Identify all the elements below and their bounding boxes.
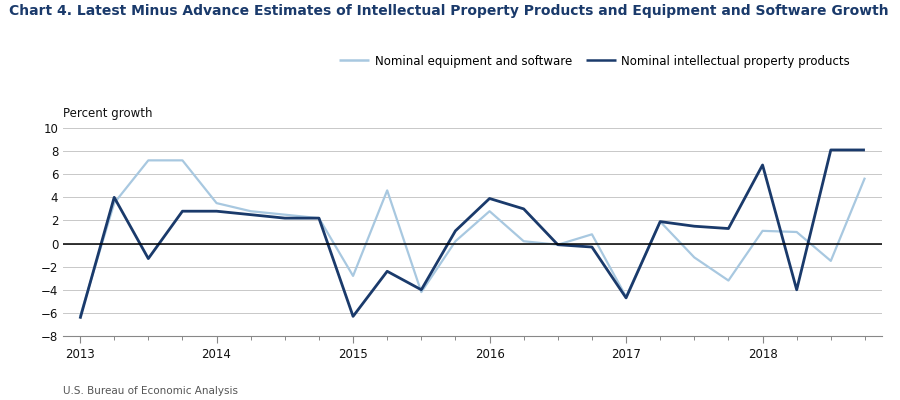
Nominal intellectual property products [279,216,290,220]
Text: Chart 4. Latest Minus Advance Estimates of Intellectual Property Products and Eq: Chart 4. Latest Minus Advance Estimates … [9,4,888,18]
Nominal intellectual property products [382,269,392,274]
Nominal intellectual property products [246,212,256,217]
Nominal intellectual property products [655,219,666,224]
Nominal equipment and software [347,274,358,278]
Nominal intellectual property products [109,195,120,200]
Nominal equipment and software [246,209,256,214]
Nominal intellectual property products [587,245,598,250]
Nominal equipment and software [177,158,188,163]
Nominal equipment and software [109,201,120,206]
Nominal intellectual property products [791,287,802,292]
Nominal equipment and software [553,242,563,247]
Nominal intellectual property products [450,228,461,233]
Nominal equipment and software [450,239,461,244]
Nominal intellectual property products [212,209,222,214]
Nominal intellectual property products [313,216,324,220]
Nominal equipment and software [484,209,495,214]
Nominal equipment and software [313,216,324,220]
Nominal intellectual property products [723,226,734,231]
Nominal equipment and software [75,314,86,319]
Nominal equipment and software [212,201,222,206]
Nominal equipment and software [757,228,768,233]
Nominal intellectual property products [484,196,495,201]
Text: Percent growth: Percent growth [63,107,152,120]
Nominal equipment and software [279,212,290,217]
Nominal intellectual property products [860,148,870,152]
Nominal intellectual property products [347,314,358,319]
Nominal intellectual property products [75,316,86,321]
Nominal equipment and software [723,278,734,283]
Line: Nominal equipment and software: Nominal equipment and software [80,160,865,316]
Nominal equipment and software [655,219,666,224]
Nominal equipment and software [518,239,529,244]
Nominal intellectual property products [177,209,188,214]
Nominal equipment and software [791,230,802,234]
Nominal equipment and software [143,158,154,163]
Nominal intellectual property products [553,242,563,247]
Nominal intellectual property products [143,256,154,261]
Nominal equipment and software [688,255,699,260]
Nominal intellectual property products [621,296,632,300]
Nominal equipment and software [825,258,836,263]
Nominal equipment and software [382,188,392,193]
Nominal intellectual property products [757,162,768,167]
Nominal equipment and software [621,294,632,299]
Legend: Nominal equipment and software, Nominal intellectual property products: Nominal equipment and software, Nominal … [339,55,850,68]
Nominal intellectual property products [518,206,529,211]
Nominal intellectual property products [825,148,836,152]
Nominal intellectual property products [688,224,699,229]
Text: U.S. Bureau of Economic Analysis: U.S. Bureau of Economic Analysis [63,386,238,396]
Nominal intellectual property products [416,287,427,292]
Nominal equipment and software [416,290,427,294]
Nominal equipment and software [587,232,598,237]
Line: Nominal intellectual property products: Nominal intellectual property products [80,150,865,319]
Nominal equipment and software [860,175,870,180]
